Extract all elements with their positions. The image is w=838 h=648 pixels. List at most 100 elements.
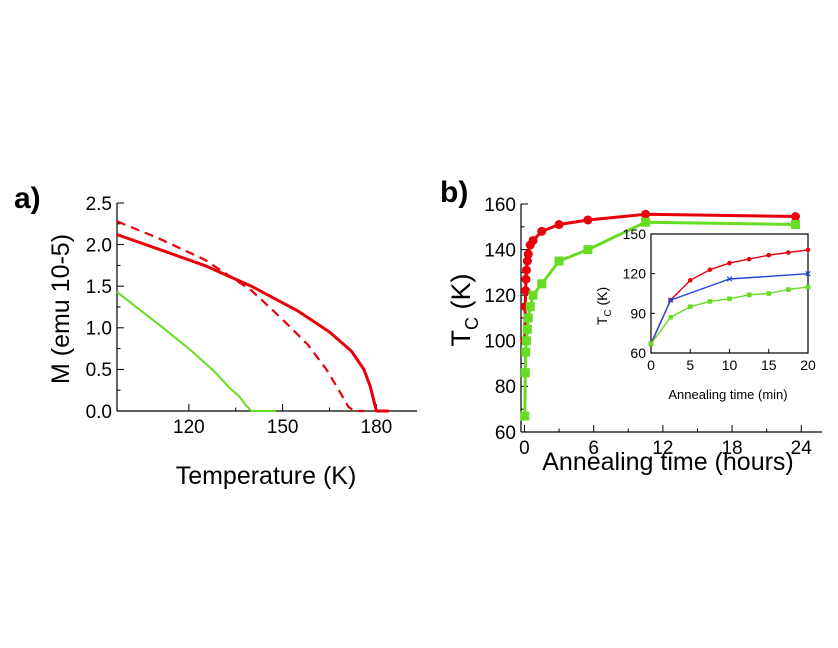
series-green-point (583, 245, 593, 255)
panel-b-y-axis-label-sub: C (462, 317, 482, 330)
series-green-point (528, 290, 538, 300)
series-red-point (727, 260, 732, 266)
x-tick-label: 20 (800, 357, 816, 373)
y-tick-label: 150 (623, 226, 647, 242)
y-tick-label: 120 (623, 266, 647, 282)
series-red-point (537, 226, 547, 236)
series-green-point (668, 315, 673, 320)
y-tick-label: 160 (484, 195, 516, 216)
y-tick-label: 60 (630, 345, 646, 361)
panel-b-y-axis-label-tail: (K) (446, 274, 476, 318)
series-red-point (528, 235, 538, 245)
series-green-line (116, 291, 277, 412)
series-green (520, 217, 800, 421)
series-green-point (786, 287, 791, 292)
series-green-point (746, 292, 752, 298)
y-tick-label: 140 (484, 240, 516, 261)
inset-plot-area: 0 5 10 15 20 60 90 120 150 (623, 226, 816, 373)
series-green-point (790, 220, 800, 230)
series-green-point (805, 284, 811, 290)
inset-y-axis-label-main: T (594, 316, 610, 325)
x-tick-label: 12 (652, 438, 673, 459)
x-tick-label: 6 (588, 438, 599, 459)
series-red-point (707, 267, 713, 273)
series-green-point (766, 291, 772, 296)
series-blue-point (726, 276, 733, 282)
y-tick-label: 60 (495, 423, 516, 444)
series-red-solid (116, 233, 389, 413)
x-tick-label: 10 (722, 357, 738, 373)
y-tick-label: 90 (630, 305, 646, 321)
series-red-point (687, 277, 693, 283)
series-red (520, 209, 800, 346)
panel-b-y-axis-label: TC (K) (446, 274, 482, 347)
series-green-point (520, 411, 530, 421)
x-tick-label: 150 (267, 417, 299, 438)
y-tick-label: 2.0 (86, 235, 112, 256)
series-blue-line (650, 273, 809, 344)
series-green-point (521, 347, 531, 357)
series-blue-point (667, 297, 674, 303)
inset-y-axis-label: TC (K) (594, 287, 614, 325)
series-green-point (523, 313, 533, 323)
inset-x-axis-label: Annealing time (min) (668, 387, 787, 402)
series-green (116, 291, 277, 412)
series-red-point (641, 209, 651, 219)
y-tick-label: 100 (484, 332, 516, 353)
series-green-point (554, 256, 564, 266)
inset-y-axis-label-tail: (K) (594, 287, 610, 310)
panel-a-plot-area: 120 150 180 0.0 0.5 1.0 1.5 2.0 2.5 (86, 194, 417, 438)
series-green-point (521, 336, 531, 346)
y-tick-label: 1.0 (86, 319, 112, 340)
series-green-point (727, 296, 732, 302)
series-red-point (521, 274, 531, 284)
panel-b-y-axis-label-main: T (446, 330, 476, 347)
y-tick-label: 120 (484, 286, 516, 307)
series-red-point (583, 215, 593, 225)
series-green-point (525, 302, 535, 312)
y-tick-label: 2.5 (86, 194, 112, 215)
x-tick-label: 5 (686, 357, 694, 373)
series-red-solid-line (116, 233, 389, 413)
x-tick-label: 15 (761, 357, 777, 373)
series-green-point (537, 279, 547, 289)
series-red-point (521, 265, 531, 275)
series-red-point (805, 247, 811, 253)
series-red-point (746, 256, 752, 262)
y-tick-label: 80 (495, 377, 516, 398)
series-red-point (766, 252, 772, 258)
x-tick-label: 180 (361, 417, 393, 438)
panel-b-label: b) (440, 176, 468, 209)
x-tick-label: 0 (519, 438, 530, 459)
inset-y-axis-label-sub: C (603, 309, 614, 316)
series-red-point (522, 256, 532, 266)
series-blue-point (805, 270, 811, 277)
series-red-point (521, 286, 531, 296)
panel-a-x-axis-label: Temperature (K) (176, 462, 357, 490)
panel-a: a) 120 150 180 0.0 0.5 1.0 1.5 2.0 2.5 Temperatu… (14, 182, 417, 490)
x-tick-label: 24 (791, 438, 813, 459)
series-green-point (707, 299, 713, 304)
series-red-point (786, 250, 791, 255)
panel-b-x-axis-label: Annealing time (hours) (542, 448, 794, 476)
series-red-dashed (116, 220, 364, 413)
x-tick-label: 120 (173, 417, 205, 438)
x-tick-label: 0 (647, 357, 655, 373)
panel-a-label: a) (14, 182, 41, 215)
x-tick-label: 18 (721, 438, 742, 459)
series-red-point (523, 249, 533, 259)
series-green-point (648, 341, 654, 347)
series-green-point (520, 368, 530, 378)
series-red-point (790, 212, 800, 222)
series-red-point (554, 220, 564, 230)
panel-a-y-axis-label: M (emu 10-5) (47, 234, 75, 384)
series-green-point (641, 217, 651, 227)
series-green (648, 284, 811, 347)
series-red-dashed-line (116, 220, 364, 413)
y-tick-label: 0.0 (86, 402, 112, 423)
y-tick-label: 1.5 (86, 277, 112, 298)
